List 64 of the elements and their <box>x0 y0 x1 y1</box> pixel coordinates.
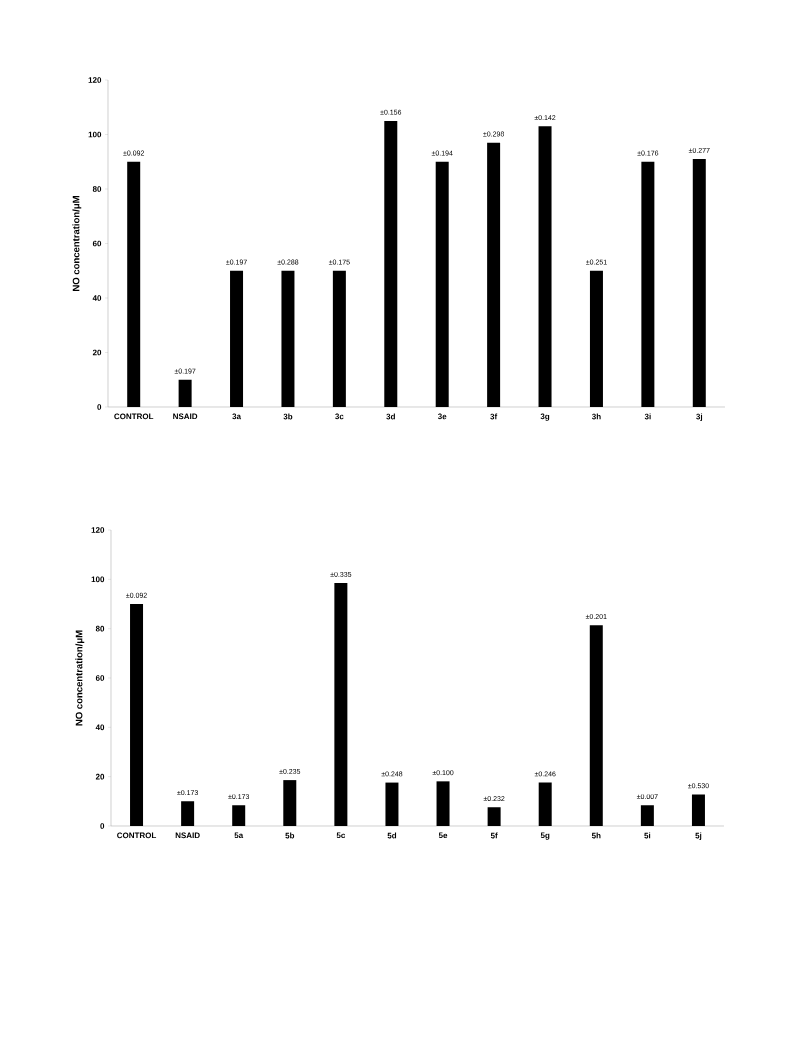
x-tick-label: 5f <box>490 832 498 839</box>
y-tick-label: 40 <box>95 724 105 731</box>
y-axis-title: NO concentration/μM <box>72 196 82 291</box>
bar <box>332 270 346 407</box>
bar <box>538 782 552 826</box>
bar <box>692 159 706 407</box>
y-tick-label: 40 <box>92 295 102 301</box>
bar <box>384 120 398 407</box>
x-tick-label: 5d <box>387 832 397 839</box>
x-tick-label: 5h <box>591 832 601 839</box>
bar <box>435 161 449 407</box>
y-tick-label: 60 <box>95 675 105 681</box>
y-tick-label: 60 <box>92 240 102 247</box>
x-tick-label: 5a <box>234 832 244 839</box>
x-tick-label: 3f <box>490 413 498 420</box>
x-tick-label: 5g <box>540 832 550 840</box>
x-tick-label: CONTROL <box>114 413 154 420</box>
bar <box>487 142 501 407</box>
x-tick-label: 5c <box>336 832 346 839</box>
bar <box>589 270 603 407</box>
bar <box>640 805 654 826</box>
x-tick-label: 3d <box>386 413 395 420</box>
x-tick-label: 5j <box>695 832 702 840</box>
x-tick-label: 3g <box>540 413 550 421</box>
bar <box>281 270 295 407</box>
x-tick-label: 5i <box>644 832 651 839</box>
y-tick-label: 20 <box>92 349 102 356</box>
bar <box>178 379 192 407</box>
bar <box>538 126 552 407</box>
x-tick-label: 5b <box>285 832 295 839</box>
bar <box>385 782 399 826</box>
bar <box>334 583 348 826</box>
y-tick-label: 120 <box>91 527 105 533</box>
bar <box>127 161 141 407</box>
x-tick-label: 3a <box>232 413 242 420</box>
bar <box>232 805 246 826</box>
bar <box>691 794 705 826</box>
y-tick-label: 0 <box>100 823 105 829</box>
y-tick-label: 0 <box>97 404 102 410</box>
x-tick-label: 3h <box>591 413 601 420</box>
bar <box>283 780 297 826</box>
bar <box>181 801 195 826</box>
bar <box>589 625 603 826</box>
x-tick-label: 3i <box>644 413 651 420</box>
bar <box>436 781 450 826</box>
bar <box>487 807 501 826</box>
x-tick-label: 3j <box>696 413 703 421</box>
y-tick-label: 100 <box>88 131 102 138</box>
x-tick-label: NSAID <box>173 413 198 420</box>
x-tick-label: 3c <box>335 413 344 420</box>
x-tick-label: NSAID <box>175 832 200 839</box>
bar <box>230 270 244 407</box>
y-tick-label: 80 <box>95 625 105 632</box>
y-tick-label: 80 <box>92 186 102 192</box>
y-axis-title: NO concentration/μM <box>75 630 85 726</box>
y-tick-label: 20 <box>95 773 105 780</box>
x-tick-label: 5e <box>438 832 448 839</box>
y-tick-label: 100 <box>91 576 105 583</box>
y-tick-label: 120 <box>88 77 102 83</box>
bar <box>641 161 655 407</box>
x-tick-label: CONTROL <box>117 832 157 839</box>
x-tick-label: 3b <box>283 413 293 420</box>
x-tick-label: 3e <box>437 413 447 420</box>
bar <box>130 603 144 826</box>
